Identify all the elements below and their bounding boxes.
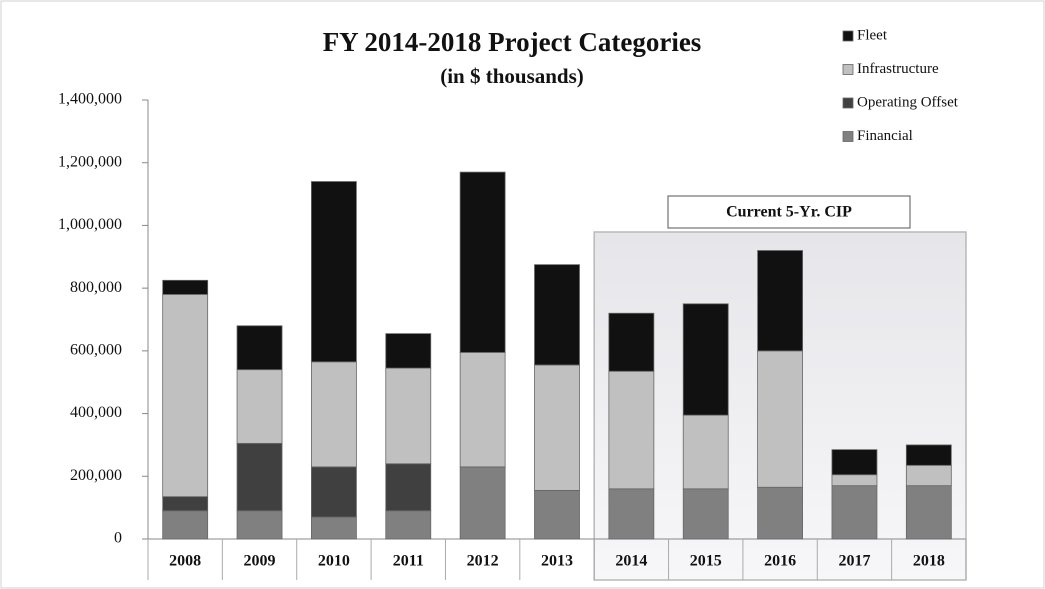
bar-segment	[757, 350, 803, 488]
bar-segment	[459, 171, 506, 353]
x-tick-label: 2018	[913, 553, 945, 570]
bar-segment	[534, 364, 580, 491]
annotation: Current 5-Yr. CIP	[726, 204, 852, 221]
bar-segment	[831, 485, 878, 540]
chart-subtitle: (in $ thousands)	[440, 64, 584, 88]
y-tick-label: 1,000,000	[58, 216, 122, 233]
x-tick-label: 2013	[541, 553, 573, 570]
bar-segment	[682, 414, 729, 490]
annotation-box	[667, 195, 911, 229]
x-tick-label: 2010	[318, 553, 350, 570]
bar-segment	[534, 489, 580, 540]
legend-label: Infrastructure	[857, 61, 939, 77]
bar-segment	[608, 312, 655, 372]
legend-swatch	[842, 97, 854, 109]
bar-segment	[831, 449, 878, 476]
bar-segment	[385, 463, 432, 512]
bar-segment	[162, 279, 209, 295]
x-tick-label: 2009	[244, 553, 276, 570]
bar-segment	[385, 510, 432, 540]
bar-segment	[311, 516, 357, 540]
x-tick-label: 2017	[838, 553, 870, 570]
bar-segment	[905, 464, 952, 487]
bar-segment	[757, 486, 803, 540]
legend-label: Financial	[857, 128, 913, 144]
y-tick-label: 400,000	[70, 404, 122, 421]
bar-segment	[757, 250, 803, 352]
bar-segment	[608, 370, 655, 490]
y-tick-label: 600,000	[70, 342, 122, 359]
bar-segment	[311, 181, 357, 363]
bar-segment	[311, 466, 357, 518]
bar-segment	[459, 352, 506, 468]
legend-swatch	[842, 30, 854, 42]
y-tick-label: 200,000	[70, 467, 122, 484]
bar-segment	[236, 510, 283, 540]
legend-swatch	[842, 64, 854, 75]
bar-segment	[905, 444, 952, 466]
bar-segment	[236, 369, 283, 444]
bar-segment	[682, 488, 729, 540]
x-tick-label: 2014	[615, 553, 647, 570]
bar-segment	[236, 325, 283, 371]
bar-segment	[162, 496, 209, 512]
y-tick-label: 1,200,000	[58, 153, 122, 170]
x-tick-label: 2016	[764, 553, 796, 570]
y-tick-label: 800,000	[70, 279, 122, 296]
bar-segment	[236, 442, 283, 512]
bar-segment	[534, 264, 580, 366]
bar-segment	[385, 333, 432, 369]
bar-segment	[905, 485, 952, 540]
bar-segment	[682, 303, 729, 416]
legend-label: Operating Offset	[857, 94, 959, 110]
x-tick-label: 2015	[690, 553, 722, 570]
chart-title: FY 2014-2018 Project Categories	[323, 27, 702, 57]
x-tick-label: 2012	[467, 553, 499, 570]
legend-swatch	[842, 131, 854, 142]
y-tick-label: 0	[114, 530, 122, 547]
bar-segment	[162, 510, 209, 540]
legend-label: Fleet	[857, 27, 888, 43]
bar-segment	[162, 294, 209, 498]
bar-segment	[831, 474, 878, 487]
x-tick-label: 2008	[169, 553, 201, 570]
bar-segment	[459, 466, 506, 540]
y-tick-label: 1,400,000	[58, 91, 122, 108]
x-tick-label: 2011	[393, 553, 424, 570]
bar-segment	[385, 367, 432, 465]
bar-segment	[608, 488, 655, 540]
bar-segment	[311, 361, 357, 468]
